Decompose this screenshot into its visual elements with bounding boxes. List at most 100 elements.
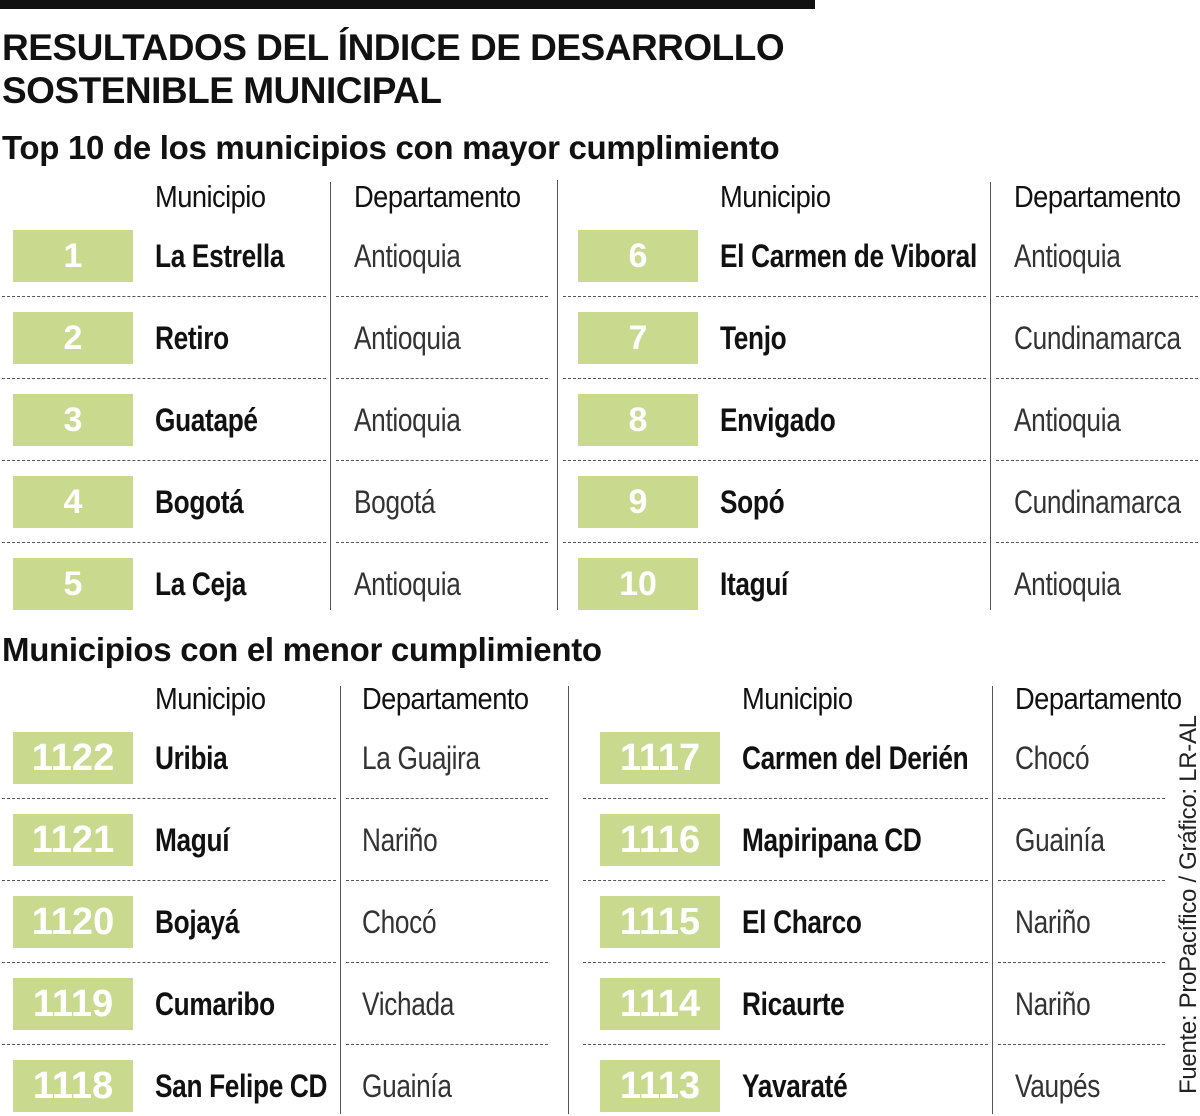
row-separator — [998, 798, 1165, 799]
row-separator — [2, 542, 326, 543]
row-separator — [2, 378, 326, 379]
row-separator — [583, 880, 988, 881]
municipio-name: Itaguí — [720, 566, 789, 602]
column-header-municipio: Municipio — [155, 179, 266, 214]
rank-badge: 4 — [13, 476, 133, 528]
municipio-name: La Ceja — [155, 566, 247, 602]
municipio-name: Tenjo — [720, 320, 787, 356]
top-rule — [0, 0, 815, 9]
row-separator — [996, 460, 1198, 461]
municipio-name: Cumaribo — [155, 986, 275, 1022]
column-header-municipio: Municipio — [742, 681, 853, 716]
departamento-name: Vichada — [362, 986, 455, 1022]
row-separator — [346, 962, 548, 963]
municipio-name: El Charco — [742, 904, 862, 940]
row-separator — [998, 880, 1165, 881]
rank-badge: 1120 — [13, 896, 133, 948]
municipio-name: Retiro — [155, 320, 229, 356]
rank-badge: 1119 — [13, 978, 133, 1030]
row-separator — [346, 1044, 548, 1045]
column-header-departamento: Departamento — [354, 179, 521, 214]
row-separator — [563, 378, 986, 379]
row-separator — [346, 880, 548, 881]
municipio-name: Sopó — [720, 484, 785, 520]
column-header-municipio: Municipio — [720, 179, 831, 214]
municipio-name: Bogotá — [155, 484, 244, 520]
rank-badge: 1114 — [600, 978, 720, 1030]
departamento-name: Antioquia — [354, 238, 461, 274]
departamento-name: Chocó — [1015, 740, 1090, 776]
departamento-name: Guainía — [362, 1068, 452, 1104]
rank-badge: 6 — [578, 230, 698, 282]
column-divider — [330, 182, 331, 610]
departamento-name: Nariño — [362, 822, 438, 858]
row-separator — [2, 880, 336, 881]
row-separator — [2, 798, 336, 799]
rank-badge: 7 — [578, 312, 698, 364]
departamento-name: Antioquia — [1014, 566, 1121, 602]
municipio-name: La Estrella — [155, 238, 285, 274]
row-separator — [346, 798, 548, 799]
municipio-name: Ricaurte — [742, 986, 845, 1022]
departamento-name: Nariño — [1015, 986, 1091, 1022]
page-title: RESULTADOS DEL ÍNDICE DE DESARROLLO SOST… — [2, 27, 785, 111]
municipio-name: Yavaraté — [742, 1068, 848, 1104]
rank-badge: 1117 — [600, 732, 720, 784]
departamento-name: Antioquia — [354, 320, 461, 356]
municipio-name: Maguí — [155, 822, 230, 858]
bottom-section-heading: Municipios con el menor cumplimiento — [2, 631, 602, 668]
row-separator — [336, 542, 548, 543]
rank-badge: 1 — [13, 230, 133, 282]
row-separator — [996, 296, 1198, 297]
row-separator — [563, 542, 986, 543]
column-divider — [992, 686, 993, 1114]
row-separator — [563, 460, 986, 461]
departamento-name: Cundinamarca — [1014, 320, 1181, 356]
departamento-name: Chocó — [362, 904, 437, 940]
column-divider — [340, 686, 341, 1114]
row-separator — [336, 296, 548, 297]
column-divider — [990, 182, 991, 610]
row-separator — [583, 798, 988, 799]
center-divider — [557, 180, 558, 610]
row-separator — [998, 1044, 1165, 1045]
departamento-name: La Guajira — [362, 740, 480, 776]
row-separator — [2, 962, 336, 963]
column-header-departamento: Departamento — [362, 681, 529, 716]
rank-badge: 5 — [13, 558, 133, 610]
municipio-name: Mapiripana CD — [742, 822, 922, 858]
municipio-name: San Felipe CD — [155, 1068, 328, 1104]
row-separator — [2, 460, 326, 461]
departamento-name: Antioquia — [1014, 238, 1121, 274]
rank-badge: 1118 — [13, 1060, 133, 1112]
departamento-name: Vaupés — [1015, 1068, 1101, 1104]
municipio-name: Guatapé — [155, 402, 258, 438]
row-separator — [583, 962, 988, 963]
row-separator — [2, 296, 326, 297]
rank-badge: 3 — [13, 394, 133, 446]
top-section-heading: Top 10 de los municipios con mayor cumpl… — [2, 129, 780, 166]
rank-badge: 1122 — [13, 732, 133, 784]
rank-badge: 9 — [578, 476, 698, 528]
row-separator — [583, 1044, 988, 1045]
column-header-departamento: Departamento — [1014, 179, 1181, 214]
rank-badge: 1116 — [600, 814, 720, 866]
row-separator — [996, 378, 1198, 379]
rank-badge: 10 — [578, 558, 698, 610]
rank-badge: 1115 — [600, 896, 720, 948]
municipio-name: Carmen del Derién — [742, 740, 969, 776]
rank-badge: 1121 — [13, 814, 133, 866]
rank-badge: 8 — [578, 394, 698, 446]
row-separator — [563, 296, 986, 297]
departamento-name: Guainía — [1015, 822, 1105, 858]
rank-badge: 1113 — [600, 1060, 720, 1112]
row-separator — [2, 1044, 336, 1045]
municipio-name: Uribia — [155, 740, 228, 776]
rank-badge: 2 — [13, 312, 133, 364]
departamento-name: Bogotá — [354, 484, 436, 520]
column-header-departamento: Departamento — [1015, 681, 1182, 716]
source-credit: Fuente: ProPacífico / Gráfico: LR-AL — [1175, 715, 1200, 1094]
departamento-name: Antioquia — [354, 402, 461, 438]
row-separator — [336, 460, 548, 461]
row-separator — [336, 378, 548, 379]
